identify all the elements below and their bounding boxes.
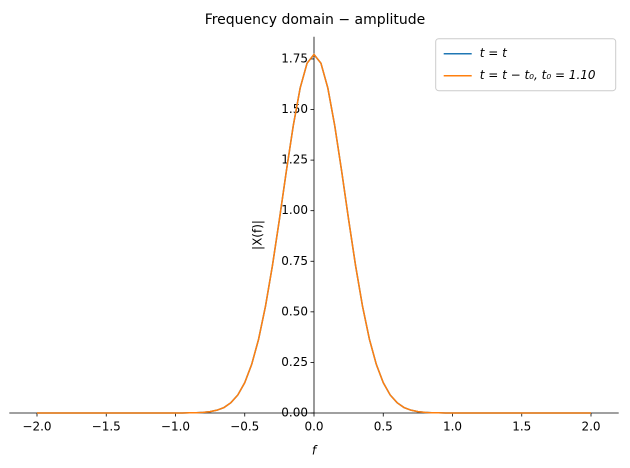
x-tick-label: 0.5 bbox=[374, 420, 393, 434]
x-tick-label: 1.5 bbox=[512, 420, 531, 434]
y-tick-label: 0.50 bbox=[281, 304, 308, 318]
y-tick-label: 0.25 bbox=[281, 355, 308, 369]
y-tick-label: 1.50 bbox=[281, 102, 308, 116]
y-tick-label: 0.00 bbox=[281, 406, 308, 420]
line-series bbox=[37, 53, 591, 414]
y-tick-label: 1.25 bbox=[281, 153, 308, 167]
y-tick-label: 0.75 bbox=[281, 254, 308, 268]
x-tick-label: −0.5 bbox=[230, 420, 259, 434]
chart-title: Frequency domain − amplitude bbox=[205, 12, 426, 28]
x-tick-label: −1.5 bbox=[92, 420, 121, 434]
x-axis-label: f bbox=[312, 444, 318, 458]
legend-box bbox=[435, 38, 617, 92]
y-tick-label: 1.00 bbox=[281, 203, 308, 217]
x-tick-label: −1.0 bbox=[161, 420, 190, 434]
x-tick-label: −2.0 bbox=[22, 420, 51, 434]
x-tick-label: 2.0 bbox=[581, 420, 600, 434]
y-axis-label: |X(f)| bbox=[251, 220, 265, 250]
legend-label: t = t bbox=[480, 46, 508, 60]
x-tick-label: 1.0 bbox=[443, 420, 462, 434]
legend-label: t = t − t₀, t₀ = 1.10 bbox=[480, 68, 596, 82]
y-tick-label: 1.75 bbox=[281, 51, 308, 65]
x-tick-label: 0.0 bbox=[304, 420, 323, 434]
